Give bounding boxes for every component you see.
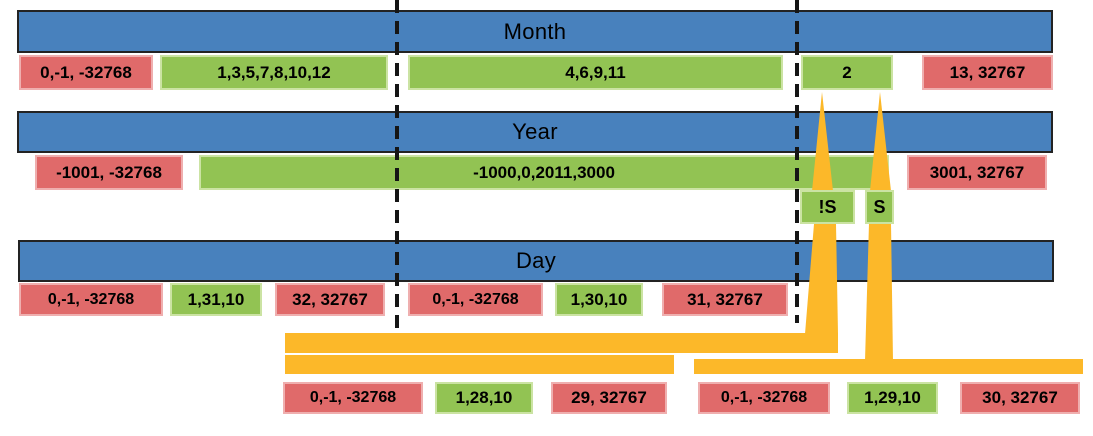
day-bar-title: Day (515, 248, 557, 273)
month-invalid-low-box: 0,-1, -32768 (19, 55, 153, 90)
year-bar: Year (17, 111, 1053, 153)
day31-valid-box: 1,31,10 (170, 283, 262, 316)
month-bar-title: Month (503, 18, 567, 44)
leap-flag-box: S (865, 190, 894, 224)
month-valid-31day-box: 1,3,5,7,8,10,12 (160, 55, 388, 90)
year-valid-box: -1000,0,2011,3000 (199, 155, 889, 190)
month-bar: Month (17, 10, 1053, 53)
nonleap-branch-bar-upper (285, 333, 838, 353)
feb28-invalid-high-box: 29, 32767 (551, 382, 667, 414)
nonleap-branch-bar-lower (285, 355, 674, 374)
month-valid-february-box: 2 (801, 55, 893, 90)
feb28-invalid-low-box: 0,-1, -32768 (283, 382, 423, 414)
year-bar-title: Year (512, 119, 558, 144)
day30-invalid-high-box: 31, 32767 (662, 283, 788, 316)
nonleap-flag-box: !S (800, 190, 855, 224)
feb29-valid-box: 1,29,10 (847, 382, 938, 414)
dashed-separator-1 (395, 0, 399, 330)
leap-branch-bar (694, 359, 1083, 374)
month-valid-30day-box: 4,6,9,11 (408, 55, 783, 90)
feb28-valid-box: 1,28,10 (435, 382, 533, 414)
dashed-separator-2 (795, 0, 799, 323)
day30-valid-box: 1,30,10 (555, 283, 643, 316)
day-bar: Day (18, 240, 1054, 282)
month-invalid-high-box: 13, 32767 (922, 55, 1053, 90)
year-invalid-high-box: 3001, 32767 (907, 155, 1047, 190)
feb29-invalid-high-box: 30, 32767 (960, 382, 1080, 414)
day30-invalid-low-box: 0,-1, -32768 (408, 283, 543, 316)
feb29-invalid-low-box: 0,-1, -32768 (698, 382, 830, 414)
day31-invalid-low-box: 0,-1, -32768 (19, 283, 163, 316)
day31-invalid-high-box: 32, 32767 (275, 283, 385, 316)
year-invalid-low-box: -1001, -32768 (35, 155, 183, 190)
